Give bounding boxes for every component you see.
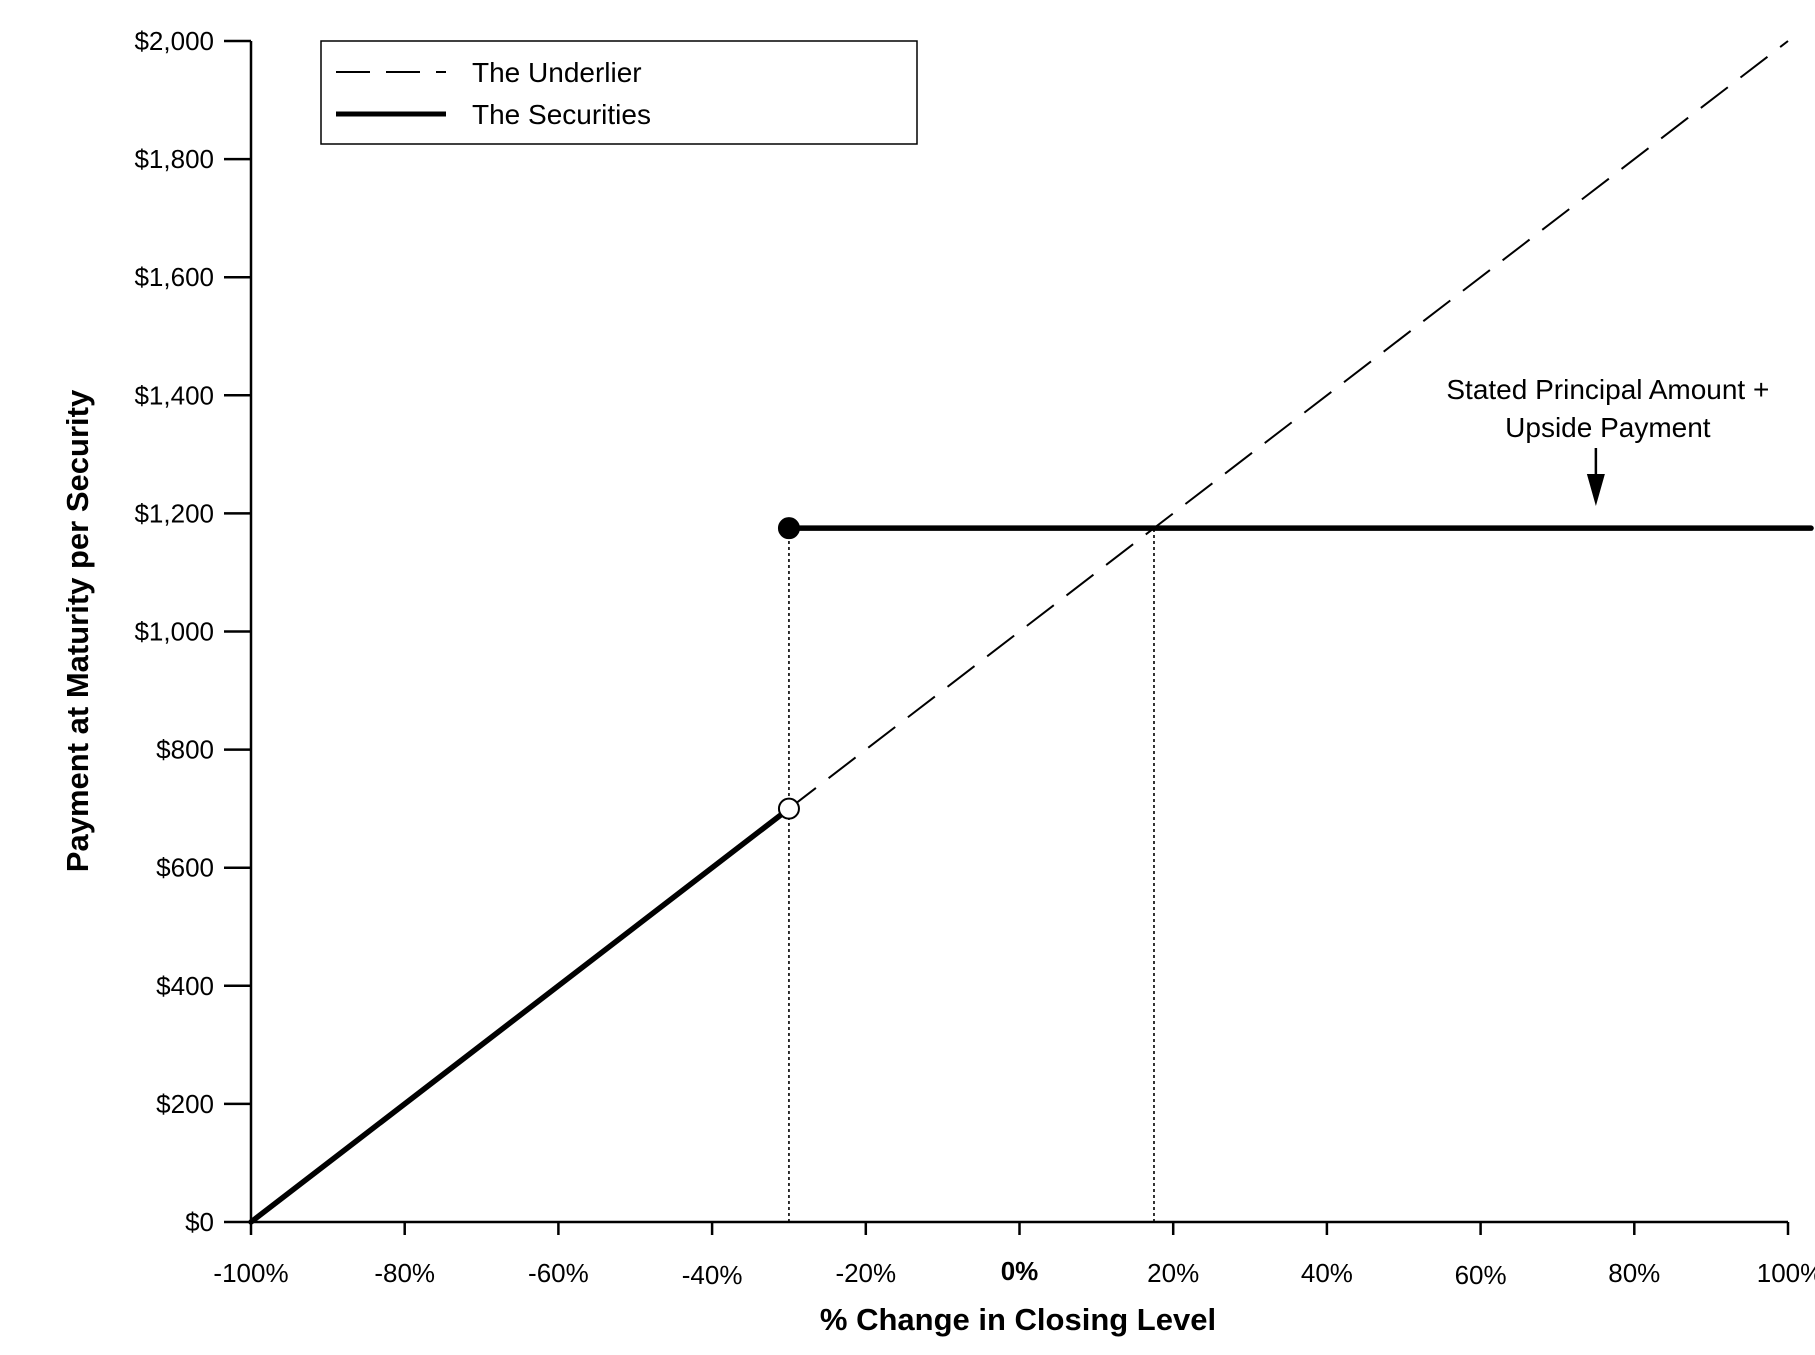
y-tick-label: $800 <box>156 735 214 765</box>
y-tick-label: $1,000 <box>134 617 214 647</box>
legend: The Underlier The Securities <box>320 40 918 145</box>
markers <box>777 517 800 820</box>
marker-filled <box>777 517 800 540</box>
x-tick-label: -100% <box>213 1258 288 1288</box>
annotations: Stated Principal Amount + Upside Payment <box>1446 374 1769 506</box>
legend-box <box>320 40 918 145</box>
y-tick-label: $1,400 <box>134 380 214 410</box>
series-line-securities-segment-1 <box>248 805 792 1225</box>
x-tick-label: 20% <box>1147 1258 1199 1288</box>
annotation-arrow-head <box>1586 474 1605 506</box>
y-tick-label: $200 <box>156 1089 214 1119</box>
x-ticks: -100% -80% -60% -40% -20% 0% 20% 40% 60% 80% 100% <box>213 1222 1815 1290</box>
y-tick-label: $1,800 <box>134 144 214 174</box>
legend-label-underlier: The Underlier <box>472 57 642 88</box>
y-tick-label: $400 <box>156 971 214 1001</box>
x-tick-label: 60% <box>1455 1260 1507 1290</box>
y-tick-label: $0 <box>185 1207 214 1237</box>
x-tick-label: 100% <box>1757 1258 1815 1288</box>
x-tick-label: 80% <box>1608 1258 1660 1288</box>
x-tick-label: -80% <box>374 1258 435 1288</box>
legend-label-securities: The Securities <box>472 99 651 130</box>
x-axis-title: % Change in Closing Level <box>820 1302 1216 1337</box>
series-line-underlier <box>788 40 1789 810</box>
y-tick-label: $1,200 <box>134 498 214 528</box>
y-axis-title: Payment at Maturity per Security <box>60 389 95 872</box>
reference-lines <box>788 528 1155 1222</box>
x-tick-label: 40% <box>1301 1258 1353 1288</box>
x-tick-label: -60% <box>528 1258 589 1288</box>
annotation-text-line-1: Stated Principal Amount + <box>1446 374 1769 405</box>
annotation-text-line-2: Upside Payment <box>1505 412 1711 443</box>
x-tick-label: -20% <box>835 1258 896 1288</box>
y-tick-label: $2,000 <box>134 26 214 56</box>
y-tick-label: $600 <box>156 853 214 883</box>
marker-open <box>777 797 800 820</box>
y-ticks: $0 $200 $400 $600 $800 $1,000 $1,200 $1,400 $1,6… <box>134 26 251 1237</box>
y-tick-label: $1,600 <box>134 262 214 292</box>
series <box>248 40 1814 1225</box>
x-tick-label: -40% <box>682 1260 743 1290</box>
x-tick-label: 0% <box>1001 1256 1039 1286</box>
